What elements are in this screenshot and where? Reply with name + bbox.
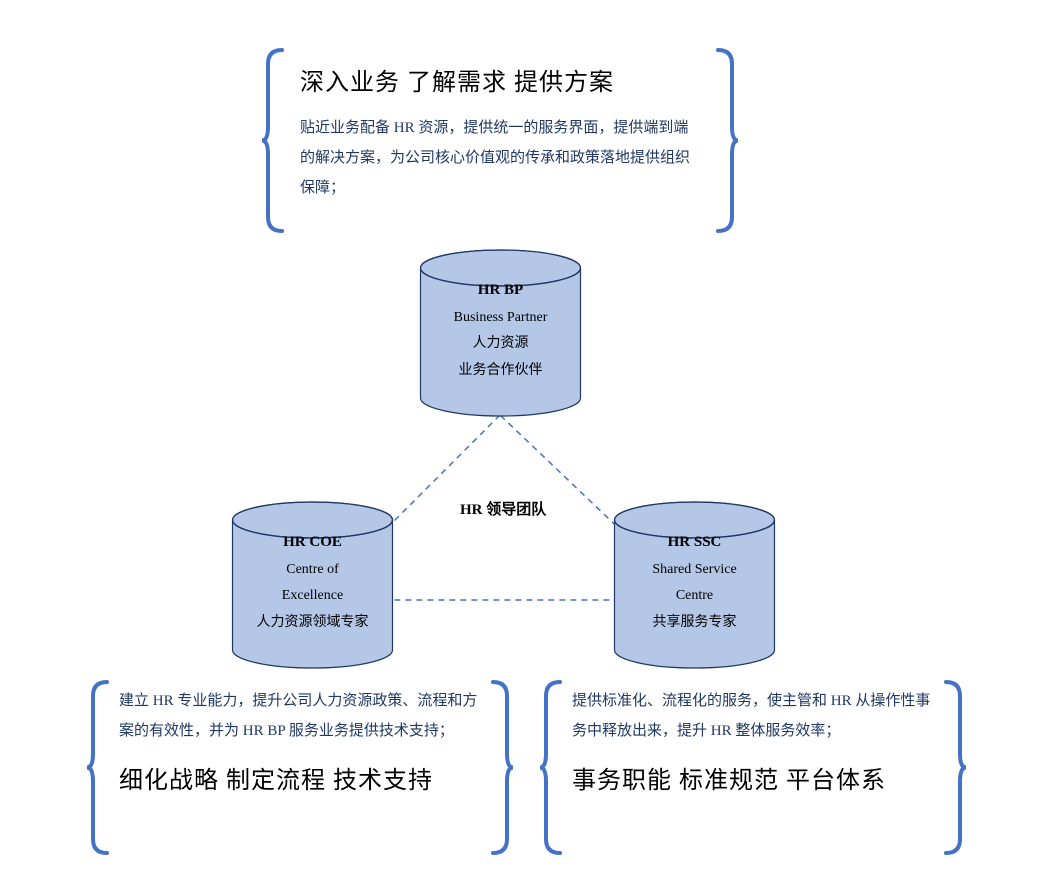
cyl-coe-line4: 人力资源领域专家 (230, 610, 395, 637)
bottom-right-title: 事务职能 标准规范 平台体系 (572, 760, 934, 795)
cylinder-hr-ssc: HR SSC Shared Service Centre 共享服务专家 (612, 500, 777, 670)
bottom-left-bracket-block: 建立 HR 专业能力，提升公司人力资源政策、流程和方案的有效性，并为 HR BP… (85, 680, 515, 855)
cyl-ssc-line3: Centre (612, 583, 777, 610)
top-title: 深入业务 了解需求 提供方案 (300, 62, 700, 97)
center-label: HR 领导团队 (460, 498, 546, 519)
top-bracket-block: 深入业务 了解需求 提供方案 贴近业务配备 HR 资源，提供统一的服务界面，提供… (260, 48, 740, 233)
cyl-ssc-title: HR SSC (612, 528, 777, 557)
cylinder-hr-bp: HR BP Business Partner 人力资源 业务合作伙伴 (418, 248, 583, 418)
bottom-left-body: 建立 HR 专业能力，提升公司人力资源政策、流程和方案的有效性，并为 HR BP… (119, 686, 481, 746)
cyl-bp-line4: 业务合作伙伴 (418, 358, 583, 385)
cyl-bp-title: HR BP (418, 276, 583, 305)
cyl-bp-line2: Business Partner (418, 305, 583, 332)
cyl-coe-line2: Centre of (230, 557, 395, 584)
cylinder-hr-coe: HR COE Centre of Excellence 人力资源领域专家 (230, 500, 395, 670)
cyl-bp-line3: 人力资源 (418, 331, 583, 358)
diagram-canvas: 深入业务 了解需求 提供方案 贴近业务配备 HR 资源，提供统一的服务界面，提供… (0, 0, 1037, 881)
cyl-ssc-line4: 共享服务专家 (612, 610, 777, 637)
top-body: 贴近业务配备 HR 资源，提供统一的服务界面，提供端到端的解决方案，为公司核心价… (300, 113, 700, 203)
cyl-coe-line3: Excellence (230, 583, 395, 610)
bottom-right-bracket-block: 提供标准化、流程化的服务，使主管和 HR 从操作性事务中释放出来，提升 HR 整… (538, 680, 968, 855)
cyl-ssc-line2: Shared Service (612, 557, 777, 584)
cyl-coe-title: HR COE (230, 528, 395, 557)
bottom-right-body: 提供标准化、流程化的服务，使主管和 HR 从操作性事务中释放出来，提升 HR 整… (572, 686, 934, 746)
bottom-left-title: 细化战略 制定流程 技术支持 (119, 760, 481, 795)
